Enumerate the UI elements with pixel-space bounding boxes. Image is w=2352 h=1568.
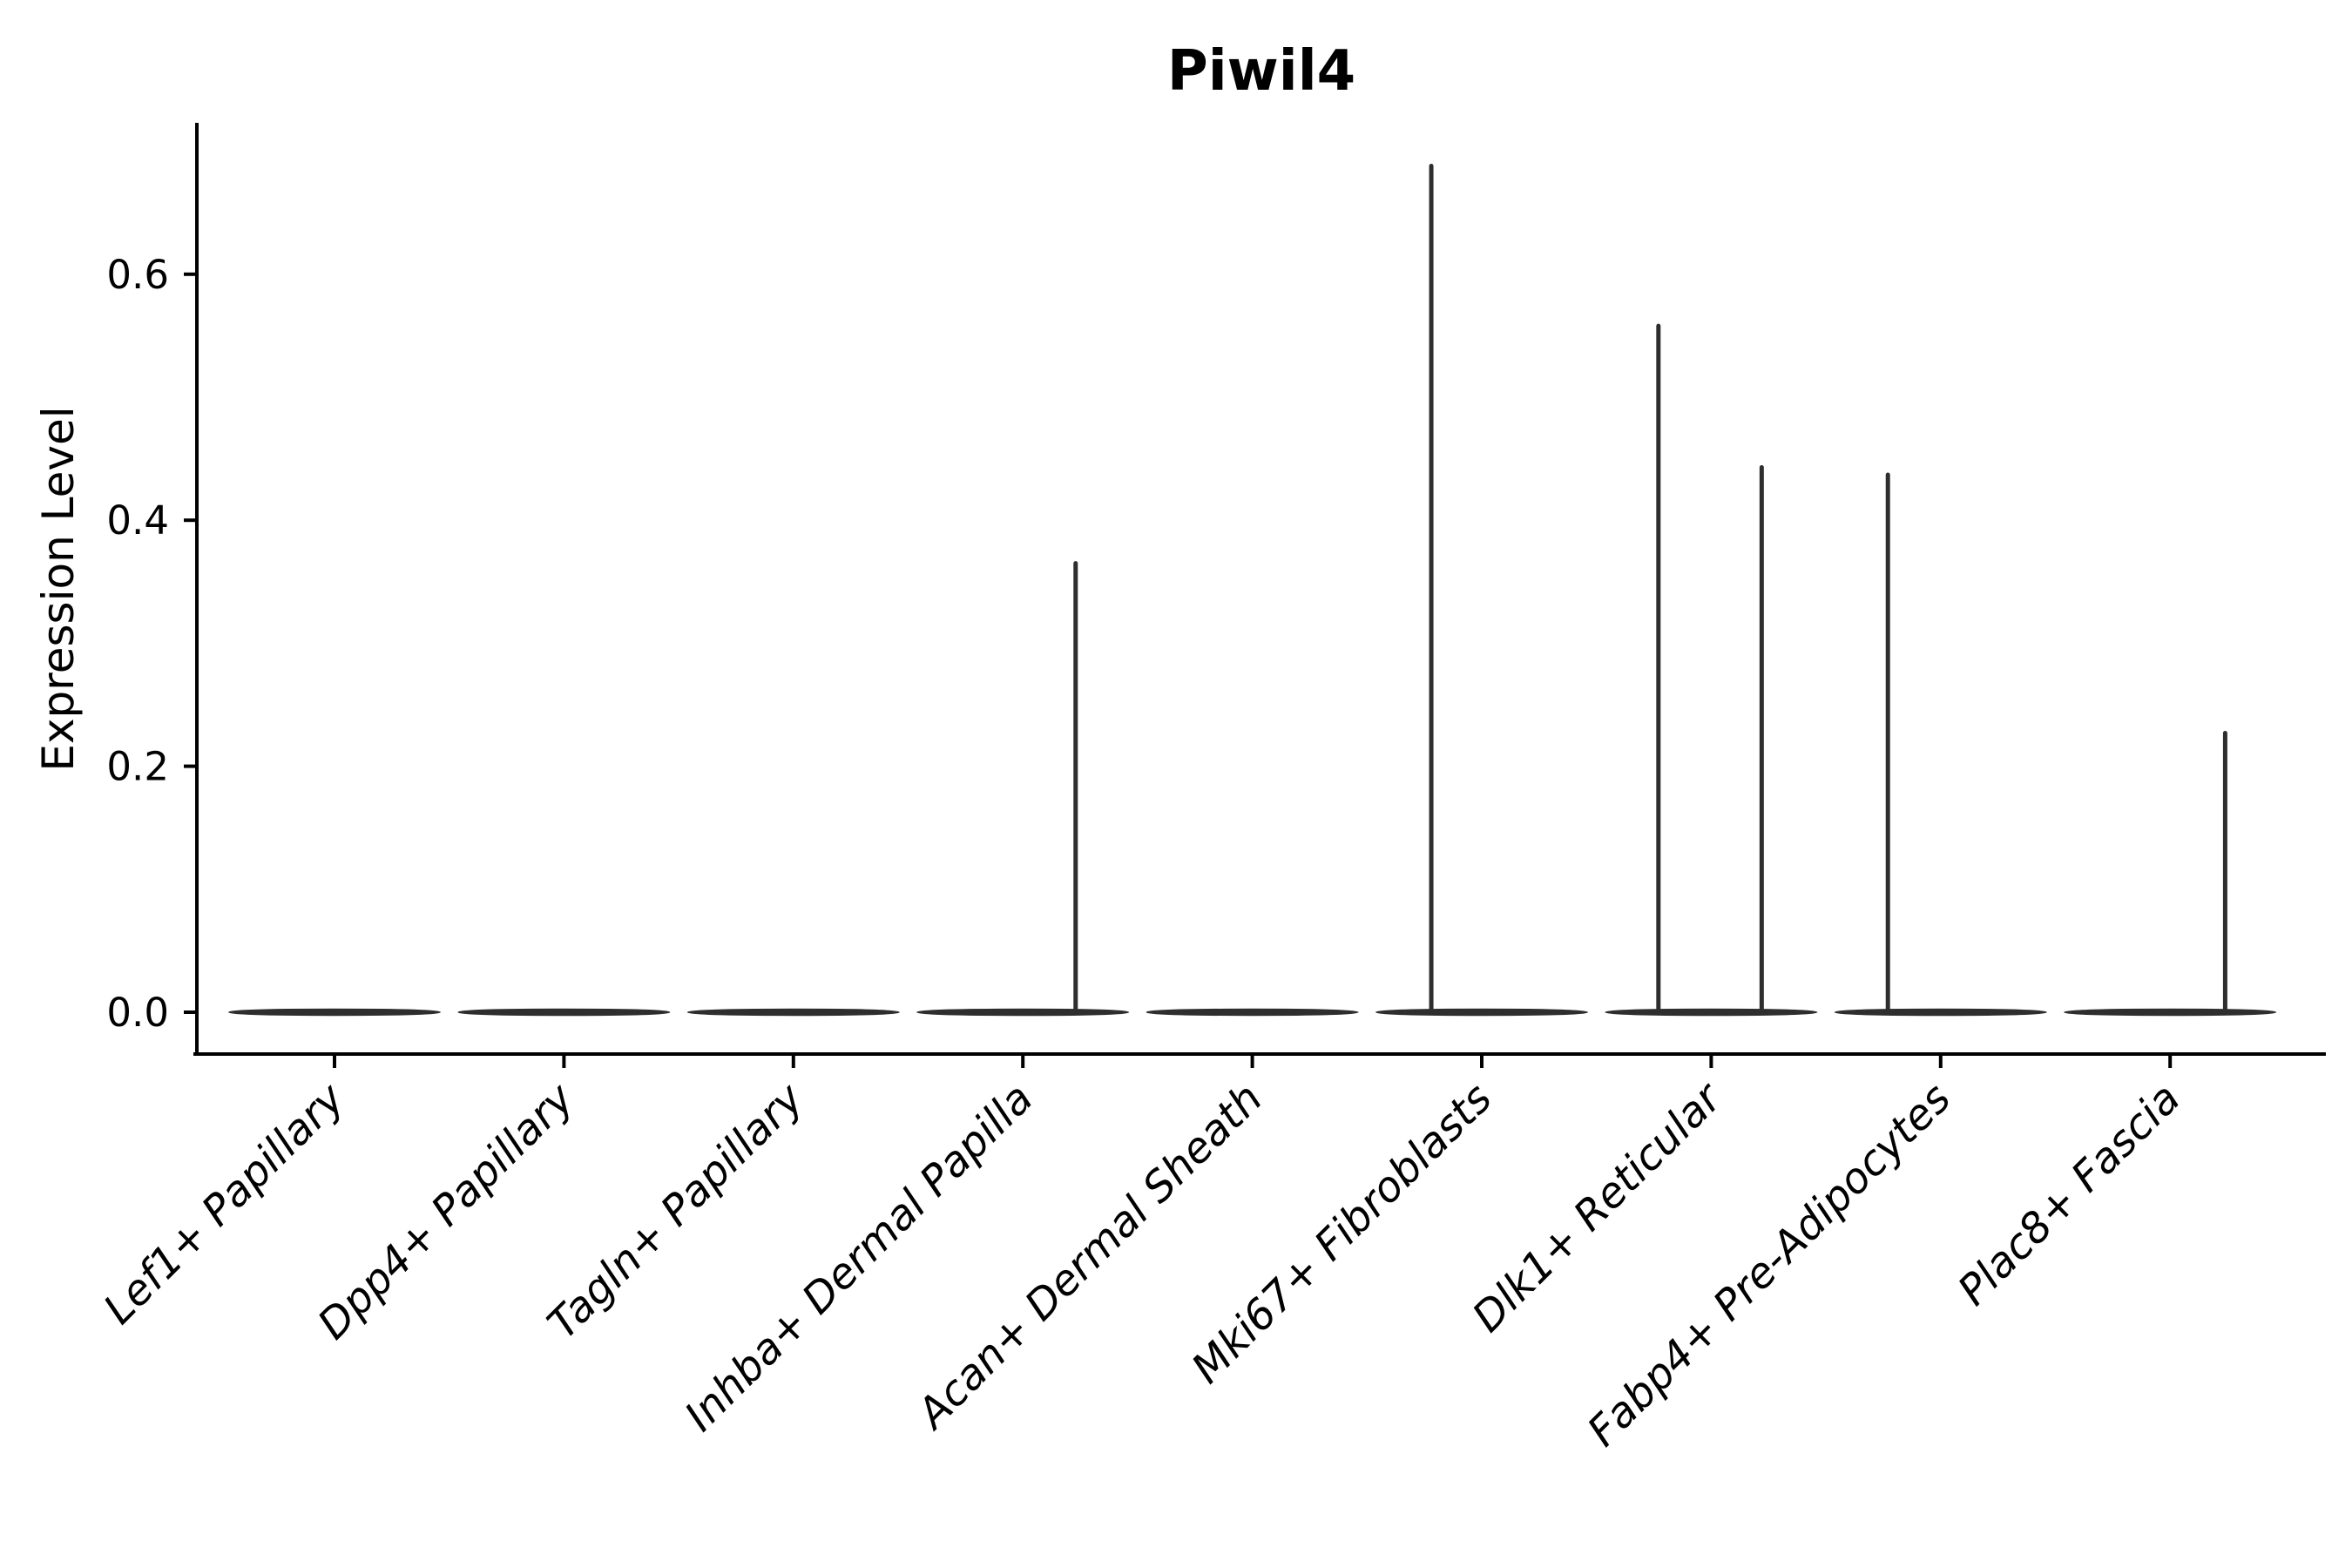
violin-body xyxy=(228,1008,441,1017)
violin xyxy=(1375,164,1588,1017)
violin xyxy=(686,1008,900,1017)
violin-body xyxy=(916,1008,1130,1017)
y-axis-title: Expression Level xyxy=(33,406,84,771)
violin-body xyxy=(1146,1008,1359,1017)
x-tick-label: Lef1+ Papillary xyxy=(94,1073,355,1334)
violin-body xyxy=(1375,1008,1588,1017)
y-tick-label: 0.2 xyxy=(106,744,169,790)
x-tick-label: Plac8+ Fascia xyxy=(1949,1074,2190,1315)
y-tick-label: 0.0 xyxy=(106,990,169,1036)
violin-body xyxy=(1834,1008,2047,1017)
x-tick-label: Tagln+ Papillary xyxy=(538,1073,814,1348)
violins xyxy=(228,164,2277,1017)
violin xyxy=(1146,1008,1359,1017)
violin xyxy=(228,1008,441,1017)
violin-body xyxy=(2064,1008,2277,1017)
axes xyxy=(193,123,2326,1056)
violin xyxy=(457,1008,671,1017)
violin-body xyxy=(457,1008,671,1017)
x-tick-label: Dpp4+ Papillary xyxy=(308,1073,584,1348)
y-tick-label: 0.4 xyxy=(106,497,169,544)
y-tick-label: 0.6 xyxy=(106,252,169,298)
x-tick-label: Dlk1+ Reticular xyxy=(1463,1072,1734,1342)
violin-body xyxy=(1605,1008,1818,1017)
violin xyxy=(1605,323,1818,1017)
violin xyxy=(916,561,1130,1017)
violin xyxy=(2064,730,2277,1017)
violin xyxy=(1834,472,2047,1017)
x-tick-label: Fabp4+ Pre-Adipocytes xyxy=(1578,1074,1961,1456)
violin-body xyxy=(686,1008,900,1017)
chart-title: Piwil4 xyxy=(1167,39,1355,104)
y-axis-ticks: 0.0 0.2 0.4 0.6 xyxy=(106,252,197,1036)
